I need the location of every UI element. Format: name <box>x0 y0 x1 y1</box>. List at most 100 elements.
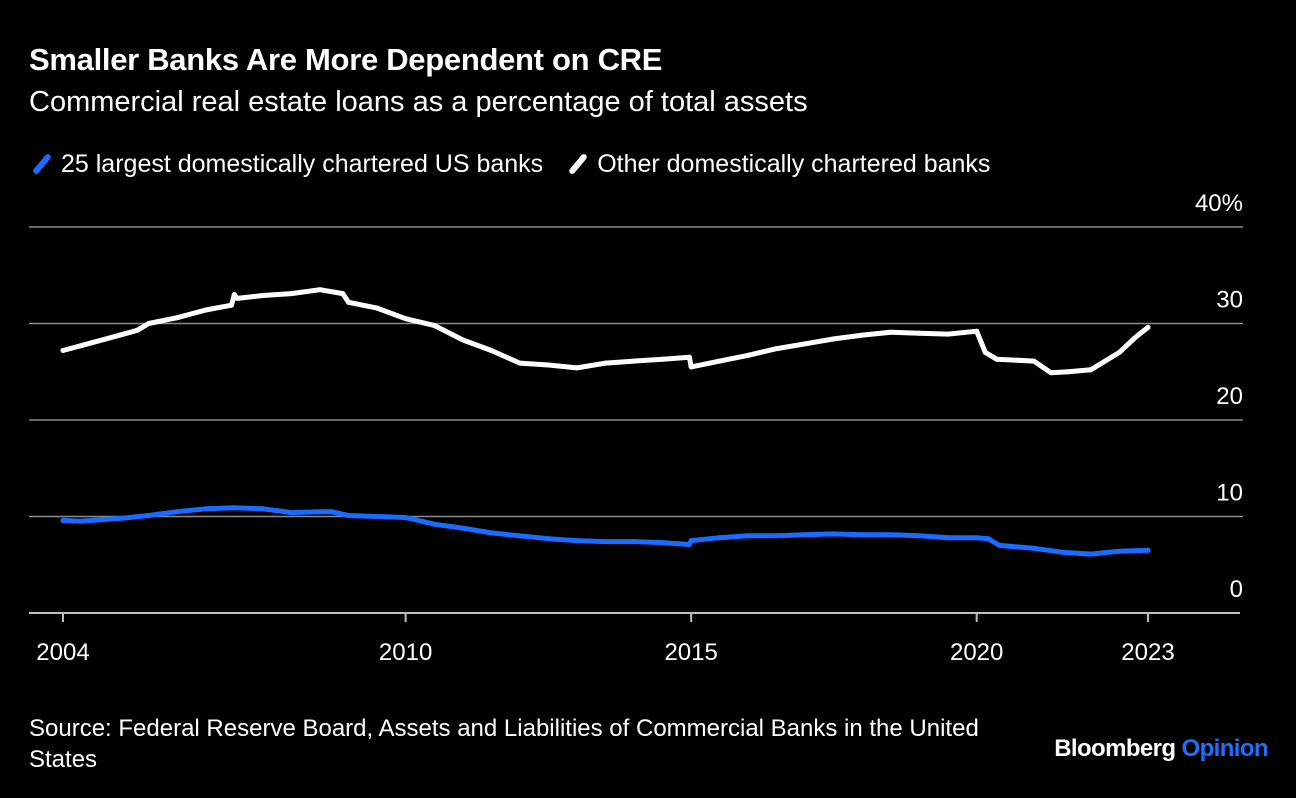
data-point-series-0 <box>488 530 494 536</box>
legend-item-other-banks: Other domestically chartered banks <box>565 150 990 179</box>
x-tick-label-2023: 2023 <box>1121 639 1174 666</box>
data-point-series-0 <box>288 510 294 516</box>
brand-section: Opinion <box>1181 735 1269 762</box>
chart-title: Smaller Banks Are More Dependent on CRE <box>29 42 663 77</box>
legend-label-other-banks: Other domestically chartered banks <box>597 149 991 178</box>
data-point-series-0 <box>374 514 380 519</box>
data-point-series-0 <box>860 532 865 538</box>
y-tick-label-0: 0 <box>1230 576 1243 603</box>
data-point-series-0 <box>997 542 1002 548</box>
data-point-series-0 <box>802 532 808 538</box>
data-point-series-0 <box>231 505 237 511</box>
data-point-series-0 <box>346 513 351 518</box>
data-point-series-1 <box>745 352 751 358</box>
data-point-series-1 <box>317 287 323 293</box>
data-point-series-0 <box>260 506 266 512</box>
y-tick-label-40: 40% <box>1195 190 1243 217</box>
data-point-series-0 <box>831 531 837 537</box>
data-point-series-1 <box>117 332 123 338</box>
data-point-series-1 <box>374 305 380 311</box>
data-point-series-1 <box>688 364 694 370</box>
data-point-series-0 <box>460 525 466 531</box>
data-point-series-1 <box>146 321 152 326</box>
chart-subtitle: Commercial real estate loans as a percen… <box>29 86 808 118</box>
data-point-series-0 <box>631 539 637 545</box>
data-point-series-1 <box>994 356 1000 362</box>
data-point-series-1 <box>603 360 608 366</box>
data-point-series-0 <box>403 515 409 520</box>
data-point-series-0 <box>660 540 666 546</box>
data-point-series-1 <box>860 332 865 338</box>
data-point-series-1 <box>1031 358 1037 364</box>
data-point-series-1 <box>460 337 466 343</box>
data-point-series-1 <box>234 295 240 301</box>
data-point-series-1 <box>774 346 780 352</box>
y-tick-label-30: 30 <box>1216 287 1243 314</box>
x-tick-label-2020: 2020 <box>950 639 1003 666</box>
data-point-series-1 <box>517 360 523 366</box>
data-point-series-0 <box>1031 545 1037 551</box>
legend-item-largest-banks: 25 largest domestically chartered US ban… <box>29 150 543 179</box>
data-point-series-0 <box>146 513 152 518</box>
data-point-series-0 <box>77 518 83 524</box>
x-tick-label-2015: 2015 <box>664 639 717 666</box>
data-point-series-0 <box>686 542 692 547</box>
chart-legend: 25 largest domestically chartered US ban… <box>29 146 1012 182</box>
legend-swatch-blue <box>31 152 53 176</box>
data-point-series-1 <box>1088 367 1094 373</box>
data-point-series-0 <box>888 532 894 538</box>
series-line-1 <box>60 287 1151 376</box>
data-point-series-0 <box>603 539 608 545</box>
data-point-series-1 <box>831 336 837 342</box>
data-point-series-0 <box>917 533 923 539</box>
data-point-series-0 <box>545 536 551 542</box>
data-point-series-0 <box>60 517 66 523</box>
data-point-series-1 <box>1065 369 1071 375</box>
data-point-series-0 <box>517 533 523 539</box>
source-note: Source: Federal Reserve Board, Assets an… <box>29 715 979 773</box>
data-point-series-1 <box>60 348 66 353</box>
data-point-series-0 <box>328 509 334 515</box>
data-point-series-0 <box>774 533 780 539</box>
y-tick-label-10: 10 <box>1216 480 1243 507</box>
data-point-series-0 <box>717 535 723 541</box>
data-point-series-0 <box>985 536 991 542</box>
data-point-series-1 <box>917 330 923 336</box>
data-point-series-0 <box>1116 548 1122 554</box>
bloomberg-opinion-logo: Bloomberg Opinion <box>1054 735 1268 763</box>
data-point-series-0 <box>688 538 694 544</box>
brand-name: Bloomberg <box>1054 735 1176 762</box>
data-point-series-1 <box>174 315 180 321</box>
data-point-series-1 <box>802 341 808 347</box>
data-point-series-0 <box>745 533 751 539</box>
data-point-series-1 <box>545 362 551 368</box>
data-point-series-0 <box>203 506 209 512</box>
data-point-series-1 <box>288 291 294 297</box>
data-point-series-1 <box>229 302 234 308</box>
data-point-series-1 <box>1136 331 1142 337</box>
data-point-series-1 <box>203 307 209 313</box>
data-point-series-0 <box>1088 551 1094 557</box>
data-point-series-0 <box>174 509 180 515</box>
x-tick-label-2004: 2004 <box>36 639 89 666</box>
data-point-series-0 <box>1145 547 1151 553</box>
data-point-series-1 <box>982 349 988 355</box>
y-tick-label-20: 20 <box>1216 383 1243 410</box>
data-point-series-1 <box>574 365 580 371</box>
data-point-series-1 <box>888 329 894 335</box>
data-point-series-1 <box>1131 336 1137 342</box>
data-point-series-0 <box>945 535 951 541</box>
data-point-series-0 <box>317 509 323 515</box>
data-point-series-1 <box>260 293 266 298</box>
data-point-series-0 <box>574 538 580 544</box>
data-point-series-0 <box>1059 549 1065 555</box>
data-point-series-1 <box>717 358 723 364</box>
series-line-0 <box>60 505 1151 557</box>
data-point-series-1 <box>431 322 437 328</box>
data-point-series-1 <box>1116 349 1122 355</box>
data-point-series-1 <box>403 316 409 322</box>
data-point-series-1 <box>945 331 951 337</box>
data-point-series-1 <box>974 328 980 334</box>
data-point-series-1 <box>89 340 95 346</box>
data-point-series-1 <box>1048 370 1054 376</box>
